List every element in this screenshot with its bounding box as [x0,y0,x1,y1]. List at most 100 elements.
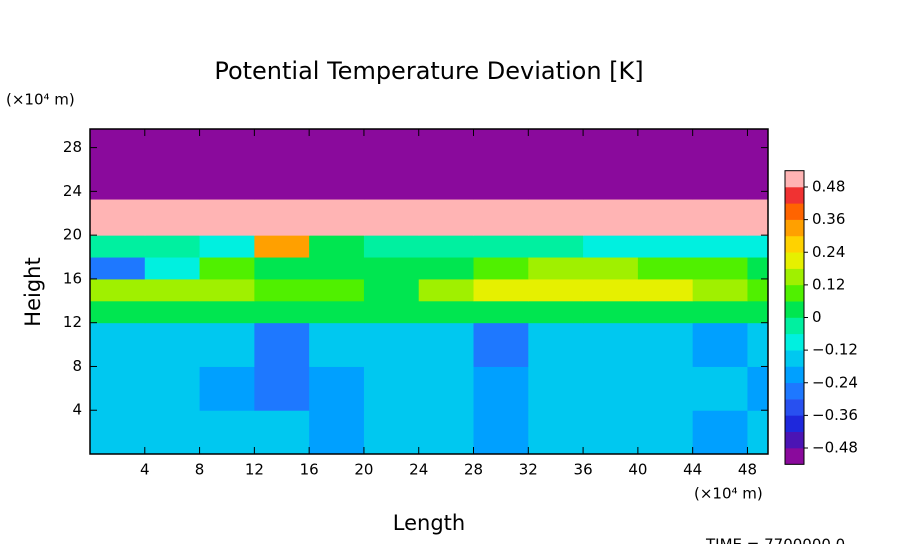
colorbar-tick-label: 0.12 [812,275,845,293]
heat-cell [363,129,420,200]
heat-cell [90,278,146,302]
heat-cell [583,410,639,455]
heat-cell [747,300,769,324]
heat-cell [90,199,146,236]
heat-cell [144,257,201,280]
heat-cell [254,129,310,200]
time-footer: TIME = 7700000.0 [705,536,845,544]
colorbar-band [785,252,804,269]
heat-cell [747,257,769,280]
x-tick-label: 44 [683,461,702,479]
x-tick-label: 40 [628,461,647,479]
heat-cell [363,235,420,258]
x-tick-label: 24 [409,461,428,479]
heat-cell [418,322,475,367]
heat-cell [363,278,420,302]
x-tick-label: 16 [300,461,319,479]
heat-cell [199,199,255,236]
heat-cell [199,410,255,455]
x-tick-label: 36 [574,461,593,479]
heat-cell [254,410,310,455]
x-tick-label: 4 [140,461,150,479]
heat-cell [692,300,748,324]
heat-cell [473,199,529,236]
heat-cell [199,257,255,280]
y-tick-label: 16 [63,269,82,287]
heat-cell [473,322,529,367]
heat-cell [528,322,584,367]
heat-cell [473,410,529,455]
heat-cell [199,366,255,411]
colorbar-band [785,203,804,220]
heat-cell [747,278,769,302]
colorbar-tick-label: 0 [812,308,822,326]
heat-cell [144,199,201,236]
heat-cell [363,257,420,280]
heat-cell [473,129,529,200]
heat-cell [583,199,639,236]
heat-cell [692,278,748,302]
heat-cell [692,366,748,411]
heat-cell [583,129,639,200]
x-tick-label: 20 [354,461,373,479]
heat-cell [637,410,694,455]
heat-cell [254,278,310,302]
heat-cell [583,366,639,411]
heat-cell [309,366,365,411]
heat-cell [637,129,694,200]
y-tick-label: 24 [63,182,82,200]
colorbar-tick-label: −0.12 [812,341,858,359]
heat-cell [637,300,694,324]
heat-cell [747,410,769,455]
heat-cell [90,235,146,258]
heat-cell [309,410,365,455]
x-tick-label: 12 [245,461,264,479]
heat-cell [418,257,475,280]
heat-cell [90,322,146,367]
colorbar-band [785,366,804,384]
colorbar-band [785,431,804,449]
colorbar-tick-label: 0.36 [812,210,845,228]
colorbar-tick-label: 0.24 [812,243,845,261]
y-tick-label: 8 [72,357,82,375]
heat-cell [254,199,310,236]
heat-cell [473,235,529,258]
colorbar-band [785,268,804,286]
heat-cell [144,278,201,302]
y-tick-label: 4 [72,401,82,419]
heat-cell [692,322,748,367]
y-unit: (×10⁴ m) [6,91,75,109]
colorbar-tick-label: −0.36 [812,406,858,424]
heat-cell [199,278,255,302]
heat-cell [747,235,769,258]
heat-cell [309,278,365,302]
heat-cell [309,129,365,200]
heat-cell [144,129,201,200]
colorbar-band [785,333,804,351]
heat-cell [473,300,529,324]
y-tick-label: 28 [63,138,82,156]
colorbar-band [785,235,804,253]
colorbar-band [785,219,804,237]
x-axis-label: Length [393,511,465,535]
heat-cell [418,235,475,258]
heat-cell [637,322,694,367]
heat-cell [692,235,748,258]
heat-cell [747,322,769,367]
heat-cell [199,235,255,258]
heat-cell [90,257,146,280]
heat-cell [363,199,420,236]
y-tick-label: 20 [63,226,82,244]
colorbar-band [785,350,804,367]
heat-cell [144,366,201,411]
heat-cell [473,257,529,280]
heat-cell [254,300,310,324]
heat-cell [90,129,146,200]
heat-cell [528,199,584,236]
colorbar-band [785,301,804,318]
heat-cell [692,410,748,455]
heat-cell [418,129,475,200]
heat-cell [90,410,146,455]
heat-cell [199,129,255,200]
heat-cell [583,322,639,367]
